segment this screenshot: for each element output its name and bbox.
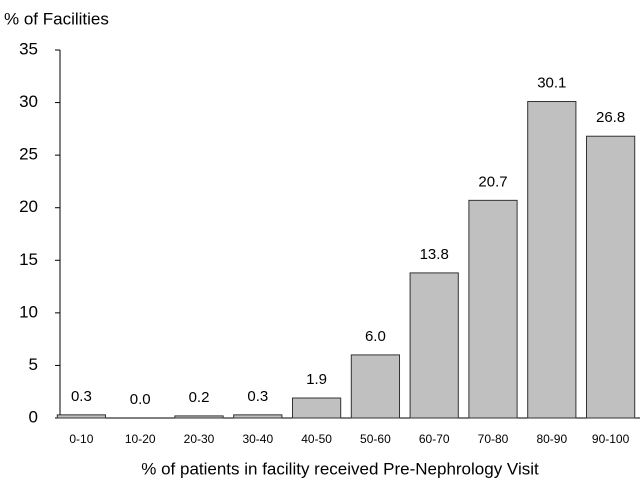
value-label: 0.0: [130, 391, 151, 408]
bar: [291, 397, 342, 419]
value-label: 0.2: [189, 389, 210, 406]
y-axis-title: % of Facilities: [4, 9, 109, 28]
value-label: 1.9: [306, 371, 327, 388]
x-tick-label: 70-80: [478, 432, 509, 446]
x-axis-title: % of patients in facility received Pre-N…: [141, 459, 539, 478]
y-tick-label: 10: [19, 302, 38, 321]
bar: [350, 354, 401, 419]
bar: [527, 101, 577, 419]
x-tick-label: 90-100: [592, 432, 630, 446]
x-tick-label: 20-30: [184, 432, 215, 446]
value-label: 26.8: [596, 109, 625, 126]
value-label: 0.3: [71, 388, 92, 405]
x-tick-label: 30-40: [242, 432, 273, 446]
bar: [585, 135, 636, 419]
y-tick-label: 35: [19, 39, 38, 58]
y-tick-label: 0: [29, 407, 38, 426]
y-tick-label: 5: [29, 355, 38, 374]
value-label: 20.7: [478, 173, 507, 190]
value-label: 0.3: [247, 388, 268, 405]
bar: [233, 414, 283, 419]
x-tick-label: 10-20: [125, 432, 156, 446]
value-label: 6.0: [365, 328, 386, 345]
bar: [468, 199, 518, 419]
y-tick-label: 25: [19, 145, 38, 164]
bar: [409, 272, 459, 419]
bar: [174, 415, 224, 419]
y-tick-label: 30: [19, 92, 38, 111]
x-tick-label: 0-10: [69, 432, 93, 446]
value-label: 30.1: [537, 74, 566, 91]
bar: [56, 414, 107, 419]
x-tick-label: 60-70: [419, 432, 450, 446]
x-tick-label: 50-60: [360, 432, 391, 446]
x-tick-label: 80-90: [536, 432, 567, 446]
x-tick-label: 40-50: [301, 432, 332, 446]
y-tick-label: 15: [19, 250, 38, 269]
y-tick-label: 20: [19, 197, 38, 216]
value-label: 13.8: [420, 246, 449, 263]
